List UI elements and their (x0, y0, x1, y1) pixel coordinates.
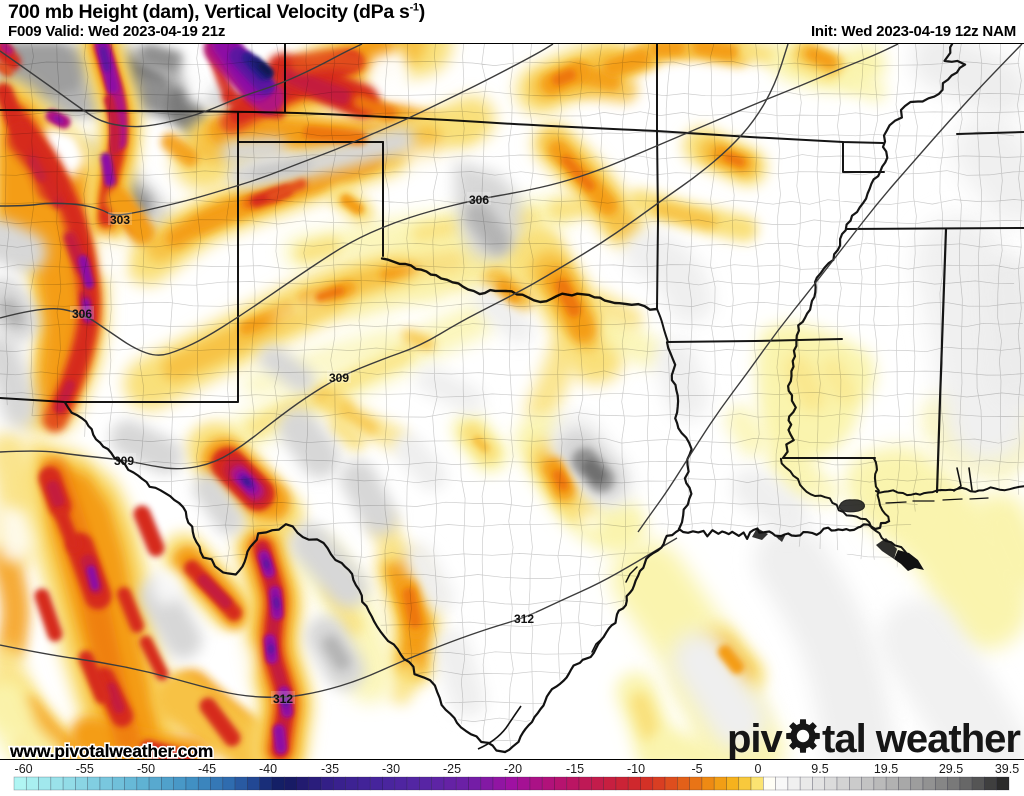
svg-text:www.pivotalweather.com: www.pivotalweather.com (9, 741, 213, 761)
svg-text:-15: -15 (566, 762, 584, 776)
svg-text:0: 0 (755, 762, 762, 776)
svg-text:tal weather: tal weather (822, 717, 1020, 761)
svg-text:-45: -45 (198, 762, 216, 776)
svg-text:-40: -40 (259, 762, 277, 776)
svg-text:-25: -25 (443, 762, 461, 776)
svg-text:-5: -5 (691, 762, 702, 776)
svg-text:-60: -60 (15, 762, 33, 776)
svg-text:-35: -35 (321, 762, 339, 776)
svg-text:306: 306 (72, 307, 92, 321)
svg-text:-50: -50 (137, 762, 155, 776)
svg-text:309: 309 (329, 371, 349, 385)
svg-text:-30: -30 (382, 762, 400, 776)
svg-text:29.5: 29.5 (939, 762, 963, 776)
svg-text:312: 312 (514, 612, 534, 626)
svg-text:39.5: 39.5 (995, 762, 1019, 776)
svg-text:piv: piv (727, 717, 784, 761)
svg-text:-10: -10 (627, 762, 645, 776)
svg-text:-55: -55 (76, 762, 94, 776)
svg-text:www.pivotalweather.com: www.pivotalweather.com (9, 741, 213, 761)
svg-text:303: 303 (110, 213, 130, 227)
svg-text:306: 306 (469, 193, 489, 207)
svg-text:312: 312 (273, 692, 293, 706)
svg-text:19.5: 19.5 (874, 762, 898, 776)
svg-text:9.5: 9.5 (811, 762, 828, 776)
svg-text:-20: -20 (504, 762, 522, 776)
svg-text:309: 309 (114, 454, 134, 468)
